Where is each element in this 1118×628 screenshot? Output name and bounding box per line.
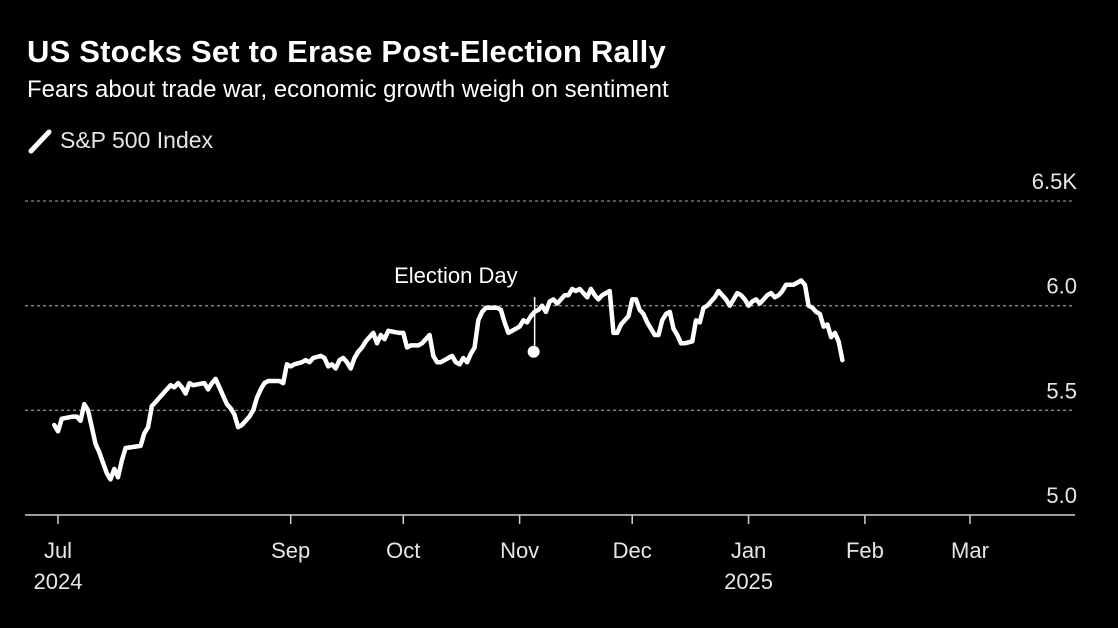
- y-tick-label: 5.5: [1046, 378, 1077, 403]
- legend: S&P 500 Index: [27, 127, 213, 154]
- x-tick-year-label: 2024: [34, 569, 83, 594]
- x-tick-label: Nov: [500, 538, 539, 563]
- y-tick-label: 5.0: [1046, 483, 1077, 508]
- legend-label: S&P 500 Index: [60, 127, 214, 153]
- x-tick-label: Mar: [951, 538, 989, 563]
- x-tick-label: Sep: [271, 538, 310, 563]
- x-tick-year-label: 2025: [724, 569, 773, 594]
- x-tick-label: Oct: [386, 538, 420, 563]
- series-line-sp500: [51, 278, 845, 482]
- legend-line-icon: [28, 129, 52, 153]
- annotation-marker: [527, 345, 540, 358]
- annotation-label: Election Day: [394, 263, 518, 288]
- y-axis-tick-labels: 5.0 5.5 6.0 6.5K: [1032, 169, 1078, 508]
- x-tick-label: Feb: [846, 538, 884, 563]
- series-layer: [51, 278, 845, 482]
- y-tick-label: 6.5K: [1032, 169, 1078, 194]
- annotations: Election Day: [394, 263, 536, 346]
- x-tick-label: Jul: [44, 538, 72, 563]
- chart-title: US Stocks Set to Erase Post-Election Ral…: [27, 34, 666, 69]
- x-tick-label: Dec: [613, 538, 652, 563]
- x-tick-label: Jan: [731, 538, 766, 563]
- chart-subtitle: Fears about trade war, economic growth w…: [27, 76, 669, 103]
- y-tick-label: 6.0: [1046, 274, 1077, 299]
- x-axis-ticks: Jul 2024 Sep Oct Nov Dec Jan 2025 Feb Mar: [34, 515, 989, 594]
